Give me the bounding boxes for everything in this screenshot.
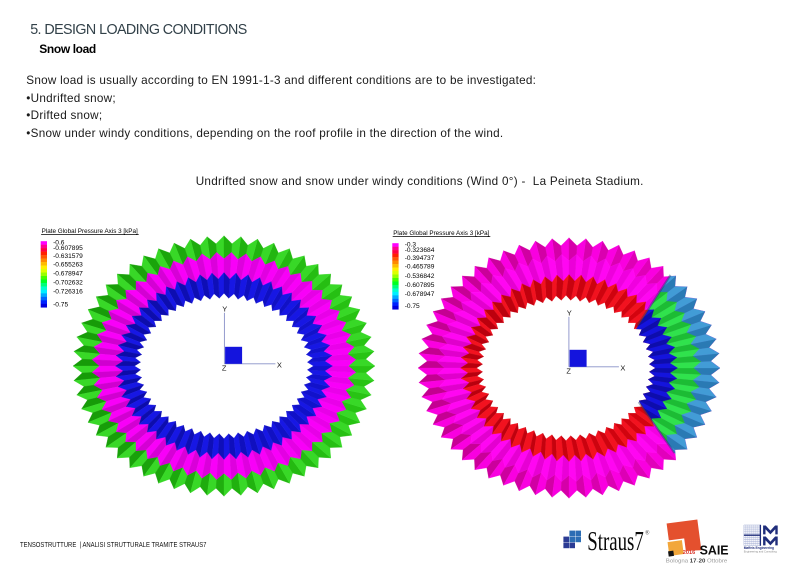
svg-text:Bologna 17-20 Ottobre: Bologna 17-20 Ottobre	[666, 559, 728, 565]
svg-text:X: X	[277, 360, 282, 369]
svg-text:-0.607895: -0.607895	[405, 282, 435, 289]
svg-text:-0.394737: -0.394737	[405, 255, 435, 262]
svg-text:®: ®	[645, 530, 650, 537]
svg-text:Maffeis Engineering: Maffeis Engineering	[744, 546, 774, 550]
svg-text:-0.75: -0.75	[405, 303, 420, 310]
svg-text:Y: Y	[567, 308, 572, 317]
svg-text:-0.465789: -0.465789	[405, 264, 435, 271]
svg-text:-0.726316: -0.726316	[53, 289, 83, 296]
svg-text:-0.678947: -0.678947	[405, 291, 435, 298]
svg-text:-0.6: -0.6	[53, 240, 65, 247]
svg-text:-0.75: -0.75	[53, 302, 68, 309]
svg-text:Y: Y	[222, 304, 227, 313]
svg-text:-0.536842: -0.536842	[405, 273, 435, 280]
svg-text:SAIE: SAIE	[700, 544, 729, 558]
svg-text:-0.702632: -0.702632	[53, 280, 83, 287]
svg-text:Plate Global Pressure Axis 3 [: Plate Global Pressure Axis 3 [kPa]	[42, 228, 138, 235]
svg-text:X: X	[620, 363, 625, 372]
svg-text:-0.678947: -0.678947	[53, 271, 83, 278]
svg-text:-0.3: -0.3	[405, 242, 417, 249]
svg-text:-0.655263: -0.655263	[53, 261, 83, 268]
svg-text:-0.607895: -0.607895	[53, 245, 83, 252]
svg-text:-0.323684: -0.323684	[405, 247, 435, 254]
svg-text:Engineering and Consulting: Engineering and Consulting	[744, 549, 778, 553]
svg-text:Z: Z	[222, 363, 227, 372]
svg-text:-0.631579: -0.631579	[53, 253, 83, 260]
svg-text:2016: 2016	[683, 550, 695, 556]
svg-text:Z: Z	[566, 366, 571, 375]
svg-text:Straus7: Straus7	[587, 526, 644, 556]
svg-text:Plate Global Pressure Axis 3 [: Plate Global Pressure Axis 3 [kPa]	[393, 230, 489, 237]
